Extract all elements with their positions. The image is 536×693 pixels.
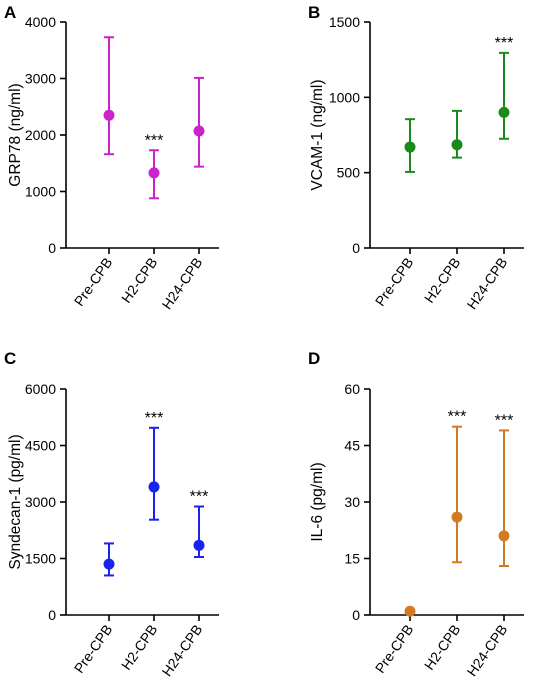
x-tick-label: H2-CPB <box>118 622 161 673</box>
x-tick-label: Pre-CPB <box>372 255 417 309</box>
data-point <box>404 605 416 617</box>
data-point <box>148 167 160 179</box>
panel-b: B 0 500 1000 1500 VCAM-1 (ng/ml) Pre-CPB H2-CPB… <box>308 3 524 312</box>
y-tick-label: 0 <box>48 240 56 256</box>
panel-letter: B <box>308 3 320 22</box>
y-tick-label: 1500 <box>25 551 56 567</box>
x-tick-label: H24-CPB <box>158 255 205 313</box>
y-tick-label: 4500 <box>25 438 56 454</box>
error-bar <box>452 425 462 564</box>
y-tick-label: 1500 <box>329 14 360 30</box>
x-tick-label: H24-CPB <box>463 255 510 313</box>
y-tick-label: 15 <box>344 551 360 567</box>
data-point <box>451 139 463 151</box>
y-axis-title: VCAM-1 (ng/ml) <box>309 79 326 190</box>
data-point <box>498 106 510 118</box>
y-tick-label: 2000 <box>25 127 56 143</box>
significance-label: *** <box>495 412 514 429</box>
data-point <box>193 539 205 551</box>
data-point <box>103 558 115 570</box>
y-tick-label: 0 <box>352 240 360 256</box>
y-tick-label: 4000 <box>25 14 56 30</box>
error-bar <box>104 36 114 156</box>
y-tick-label: 0 <box>48 607 56 623</box>
y-tick-label: 6000 <box>25 381 56 397</box>
error-bar <box>499 51 509 140</box>
y-tick-label: 3000 <box>25 71 56 87</box>
panel-letter: D <box>308 349 320 368</box>
data-point <box>193 125 205 137</box>
significance-label: *** <box>190 489 209 506</box>
data-point <box>404 141 416 153</box>
y-tick-label: 1000 <box>329 89 360 105</box>
y-tick-label: 30 <box>344 494 360 510</box>
y-tick-label: 3000 <box>25 494 56 510</box>
x-tick-label: Pre-CPB <box>71 255 116 309</box>
y-axis-title: IL-6 (pg/ml) <box>309 462 326 541</box>
error-bar <box>194 76 204 168</box>
significance-label: *** <box>495 35 514 52</box>
x-tick-label: H2-CPB <box>421 622 464 673</box>
x-tick-label: H2-CPB <box>421 255 464 306</box>
x-tick-label: H2-CPB <box>118 255 161 306</box>
error-bar <box>452 109 462 159</box>
error-bar <box>499 429 509 568</box>
x-tick-label: H24-CPB <box>158 622 205 680</box>
panel-d: D 0 15 30 45 60 IL-6 (pg/ml) Pre-CPB H2-CPB *** H2… <box>308 349 524 679</box>
data-point <box>451 511 463 523</box>
x-tick-label: Pre-CPB <box>71 622 116 676</box>
y-tick-label: 1000 <box>25 184 56 200</box>
y-tick-label: 500 <box>337 165 361 181</box>
data-point <box>498 530 510 542</box>
y-tick-label: 60 <box>344 381 360 397</box>
panel-letter: C <box>4 349 16 368</box>
panel-letter: A <box>4 3 16 22</box>
significance-label: *** <box>448 409 467 426</box>
error-bar <box>149 426 159 521</box>
y-tick-label: 0 <box>352 607 360 623</box>
panel-c: C 0 1500 3000 4500 6000 Syndecan-1 (pg/ml) Pre-… <box>4 349 219 679</box>
y-axis-title: Syndecan-1 (pg/ml) <box>7 434 24 569</box>
x-tick-label: H24-CPB <box>463 622 510 680</box>
significance-label: *** <box>145 410 164 427</box>
significance-label: *** <box>145 132 164 149</box>
y-axis-title: GRP78 (ng/ml) <box>7 83 24 186</box>
y-tick-label: 45 <box>344 438 360 454</box>
data-point <box>148 481 160 493</box>
x-tick-label: Pre-CPB <box>372 622 417 676</box>
data-point <box>103 109 115 121</box>
